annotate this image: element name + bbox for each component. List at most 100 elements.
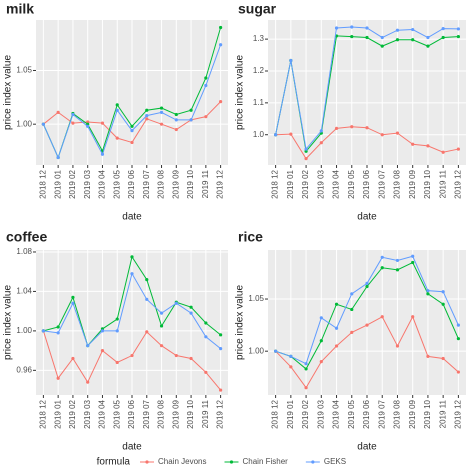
data-point (304, 149, 308, 153)
data-point (219, 100, 223, 104)
data-point (411, 142, 415, 146)
x-tick-label: 2019 05 (112, 399, 121, 428)
data-point (204, 370, 208, 374)
data-point (350, 292, 354, 296)
data-point (365, 26, 369, 30)
data-point (130, 255, 134, 259)
y-axis-label: price index value (3, 285, 14, 360)
data-point (411, 254, 415, 258)
legend-dot (311, 460, 315, 464)
data-point (411, 38, 415, 42)
data-point (71, 301, 75, 305)
x-tick-label: 2019 12 (216, 169, 225, 198)
x-tick-label: 2019 02 (68, 399, 77, 428)
data-point (441, 150, 445, 154)
x-tick-label: 2019 06 (362, 169, 371, 198)
data-point (304, 157, 308, 161)
data-point (71, 121, 75, 125)
x-tick-label: 2019 09 (408, 169, 417, 198)
x-tick-label: 2019 10 (423, 169, 432, 198)
data-point (319, 129, 323, 133)
data-point (204, 321, 208, 325)
y-axis-label: price index value (235, 55, 246, 130)
y-tick-label: 1.00 (16, 326, 32, 335)
panel-title: rice (238, 229, 263, 245)
x-tick-label: 2019 02 (301, 399, 310, 428)
data-point (159, 344, 164, 348)
data-point (56, 325, 60, 329)
x-tick-label: 2019 03 (316, 169, 325, 198)
x-axis-label: date (122, 442, 142, 453)
data-point (334, 302, 339, 306)
data-point (159, 122, 164, 126)
data-point (189, 118, 193, 122)
data-point (411, 260, 415, 265)
x-tick-label: 2019 04 (98, 169, 107, 198)
data-point (456, 337, 460, 341)
data-point (441, 27, 445, 31)
data-point (115, 329, 119, 333)
data-point (130, 353, 134, 358)
data-point (334, 26, 339, 30)
x-tick-label: 2019 11 (201, 169, 210, 198)
x-tick-label: 2019 09 (408, 399, 417, 428)
x-tick-label: 2019 06 (362, 399, 371, 428)
y-tick-label: 1.04 (16, 287, 32, 296)
x-tick-label: 2019 11 (201, 399, 210, 428)
data-point (71, 356, 75, 361)
data-point (456, 27, 460, 31)
x-tick-label: 2019 05 (347, 169, 356, 198)
data-point (219, 388, 223, 392)
data-point (174, 301, 178, 305)
x-tick-label: 2019 11 (438, 169, 447, 198)
data-point (145, 297, 149, 301)
x-tick-label: 2019 08 (157, 169, 166, 198)
data-point (100, 349, 105, 353)
legend-label: GEKS (324, 457, 346, 466)
data-point (456, 323, 460, 327)
y-axis-label: price index value (3, 55, 14, 130)
data-point (319, 316, 323, 320)
y-tick-label: 1.08 (16, 247, 32, 256)
data-point (159, 110, 164, 114)
data-point (174, 127, 178, 132)
data-point (365, 284, 369, 289)
data-point (441, 35, 445, 40)
data-point (380, 35, 384, 40)
data-point (380, 44, 384, 48)
data-point (145, 277, 149, 282)
data-point (145, 330, 149, 334)
x-tick-label: 2019 05 (112, 169, 121, 198)
data-point (100, 329, 105, 333)
x-tick-label: 2019 01 (53, 399, 62, 428)
data-point (426, 289, 430, 293)
data-point (115, 136, 119, 140)
data-point (56, 155, 60, 160)
data-point (456, 147, 460, 151)
data-point (100, 152, 105, 156)
data-point (395, 258, 400, 263)
data-point (350, 307, 354, 312)
x-tick-label: 2019 02 (68, 169, 77, 198)
y-tick-label: 1.3 (253, 34, 265, 43)
y-tick-label: 1.05 (248, 294, 264, 303)
data-point (130, 124, 134, 128)
data-point (274, 349, 278, 353)
x-tick-label: 2019 04 (332, 169, 341, 198)
x-tick-label: 2019 03 (316, 399, 325, 428)
data-point (159, 106, 164, 110)
x-tick-label: 2019 06 (127, 399, 136, 428)
y-tick-label: 1.05 (16, 66, 32, 75)
data-point (350, 34, 354, 39)
data-point (304, 362, 308, 366)
y-axis-label: price index value (235, 285, 246, 360)
x-tick-label: 2019 01 (286, 169, 295, 198)
data-point (441, 290, 445, 294)
x-tick-label: 2019 08 (157, 399, 166, 428)
data-point (174, 112, 178, 117)
data-point (204, 115, 208, 119)
data-point (189, 108, 193, 112)
x-axis-label: date (357, 442, 377, 453)
data-point (130, 140, 134, 145)
x-tick-label: 2019 01 (53, 169, 62, 198)
